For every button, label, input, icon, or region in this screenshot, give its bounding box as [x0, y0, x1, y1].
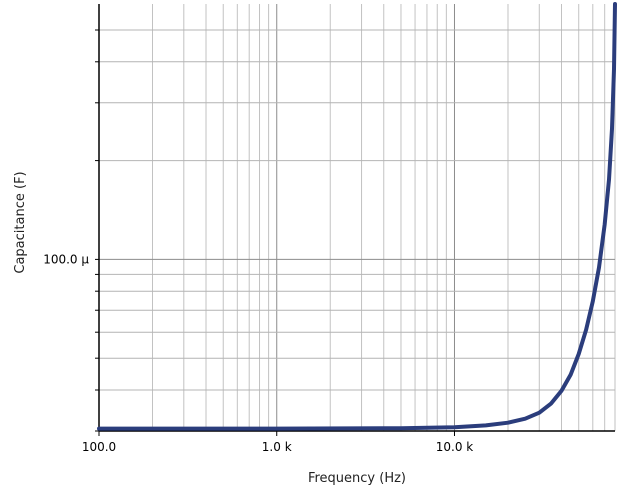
capacitance-series-line [99, 4, 615, 429]
x-tick-label: 10.0 k [436, 440, 474, 454]
x-tick-label: 1.0 k [262, 440, 292, 454]
grid-lines [95, 4, 615, 431]
series-layer [99, 4, 615, 429]
tick-labels: 100.0 1.0 k 10.0 k 100.0 µ [43, 252, 473, 454]
x-axis-label: Frequency (Hz) [308, 471, 406, 486]
x-tick-label: 100.0 [82, 440, 116, 454]
plot-frame [99, 4, 615, 431]
y-tick-label: 100.0 µ [43, 252, 89, 266]
y-axis-label: Capacitance (F) [13, 171, 28, 273]
